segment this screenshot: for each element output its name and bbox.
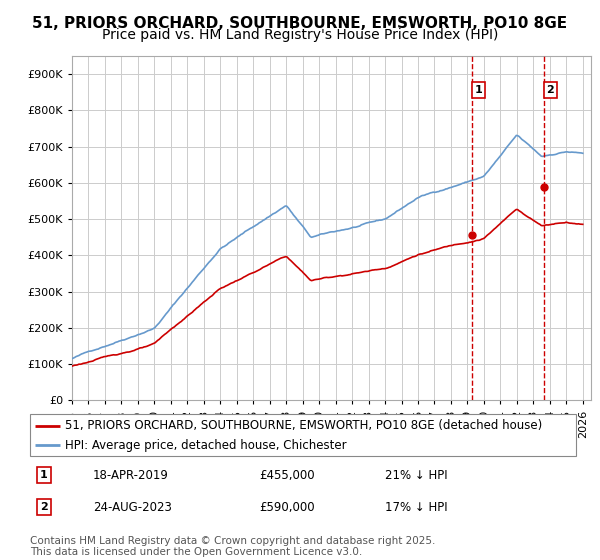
- Text: Contains HM Land Registry data © Crown copyright and database right 2025.
This d: Contains HM Land Registry data © Crown c…: [30, 535, 436, 557]
- Text: £590,000: £590,000: [259, 501, 315, 514]
- Text: Price paid vs. HM Land Registry's House Price Index (HPI): Price paid vs. HM Land Registry's House …: [102, 28, 498, 42]
- Text: HPI: Average price, detached house, Chichester: HPI: Average price, detached house, Chic…: [65, 438, 347, 451]
- Text: 1: 1: [40, 470, 47, 480]
- Text: 1: 1: [475, 85, 482, 95]
- Text: 51, PRIORS ORCHARD, SOUTHBOURNE, EMSWORTH, PO10 8GE: 51, PRIORS ORCHARD, SOUTHBOURNE, EMSWORT…: [32, 16, 568, 31]
- Text: 21% ↓ HPI: 21% ↓ HPI: [385, 469, 448, 482]
- Text: £455,000: £455,000: [259, 469, 315, 482]
- Text: 18-APR-2019: 18-APR-2019: [93, 469, 169, 482]
- Text: 2: 2: [547, 85, 554, 95]
- Text: 24-AUG-2023: 24-AUG-2023: [93, 501, 172, 514]
- Text: 17% ↓ HPI: 17% ↓ HPI: [385, 501, 448, 514]
- Text: 2: 2: [40, 502, 47, 512]
- Text: 51, PRIORS ORCHARD, SOUTHBOURNE, EMSWORTH, PO10 8GE (detached house): 51, PRIORS ORCHARD, SOUTHBOURNE, EMSWORT…: [65, 419, 543, 432]
- FancyBboxPatch shape: [30, 414, 576, 456]
